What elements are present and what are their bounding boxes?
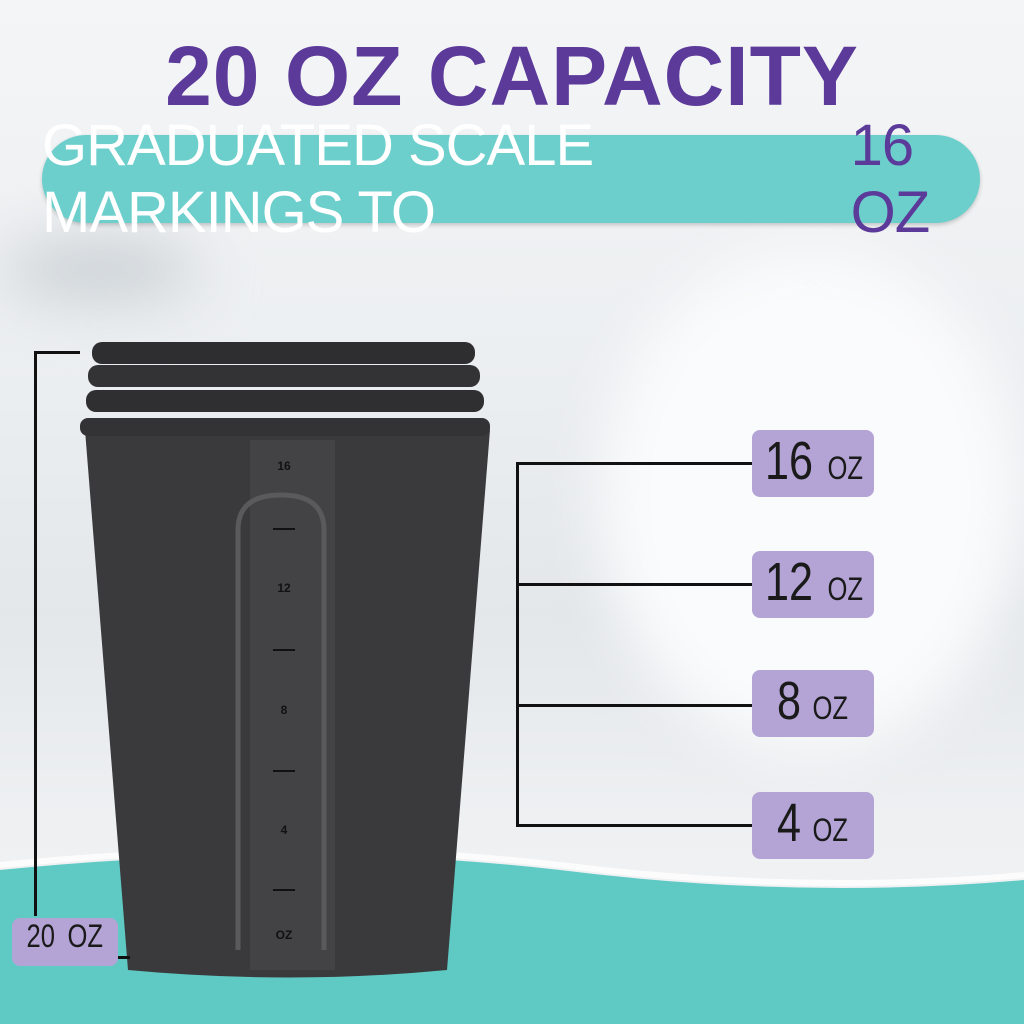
total-unit: OZ xyxy=(67,918,103,954)
badge-value: 4 xyxy=(776,793,801,853)
badge-unit: OZ xyxy=(827,450,863,486)
cup-marking-8: 8 xyxy=(281,703,288,717)
scale-badge-16: 16 OZ xyxy=(752,430,874,497)
scale-bracket-vertical xyxy=(516,462,519,827)
badge-value: 12 xyxy=(764,552,813,612)
scale-badge-8: 8 OZ xyxy=(752,670,874,737)
banner-highlight: 16 OZ xyxy=(850,113,931,245)
banner-text: GRADUATED SCALE MARKINGS TO xyxy=(42,113,594,245)
badge-value: 8 xyxy=(776,671,801,731)
scale-badge-12: 12 OZ xyxy=(752,551,874,618)
scale-line-12 xyxy=(516,583,752,586)
cup-marking-4: 4 xyxy=(281,823,288,837)
badge-unit: OZ xyxy=(812,812,848,848)
scale-badge-4: 4 OZ xyxy=(752,792,874,859)
badge-value: 16 xyxy=(764,431,813,491)
badge-unit: OZ xyxy=(812,690,848,726)
total-bracket-vertical xyxy=(34,352,37,916)
subtitle-banner: GRADUATED SCALE MARKINGS TO 16 OZ xyxy=(42,113,980,245)
cup-marking-12: 12 xyxy=(277,581,291,595)
total-bracket-top xyxy=(34,351,80,354)
total-value: 20 xyxy=(26,918,56,954)
total-capacity-badge: 20 OZ xyxy=(12,918,118,966)
badge-unit: OZ xyxy=(827,571,863,607)
page-title: 20 OZ CAPACITY xyxy=(165,29,859,123)
scale-line-16 xyxy=(516,462,752,465)
total-bracket-bottom xyxy=(118,956,130,959)
cup xyxy=(80,342,490,978)
cup-marking-16: 16 xyxy=(277,459,291,473)
scale-line-4 xyxy=(516,824,752,827)
background-blur xyxy=(0,240,200,300)
background-blur xyxy=(600,250,1020,750)
cup-marking-oz: OZ xyxy=(276,928,293,942)
scale-line-8 xyxy=(516,704,752,707)
